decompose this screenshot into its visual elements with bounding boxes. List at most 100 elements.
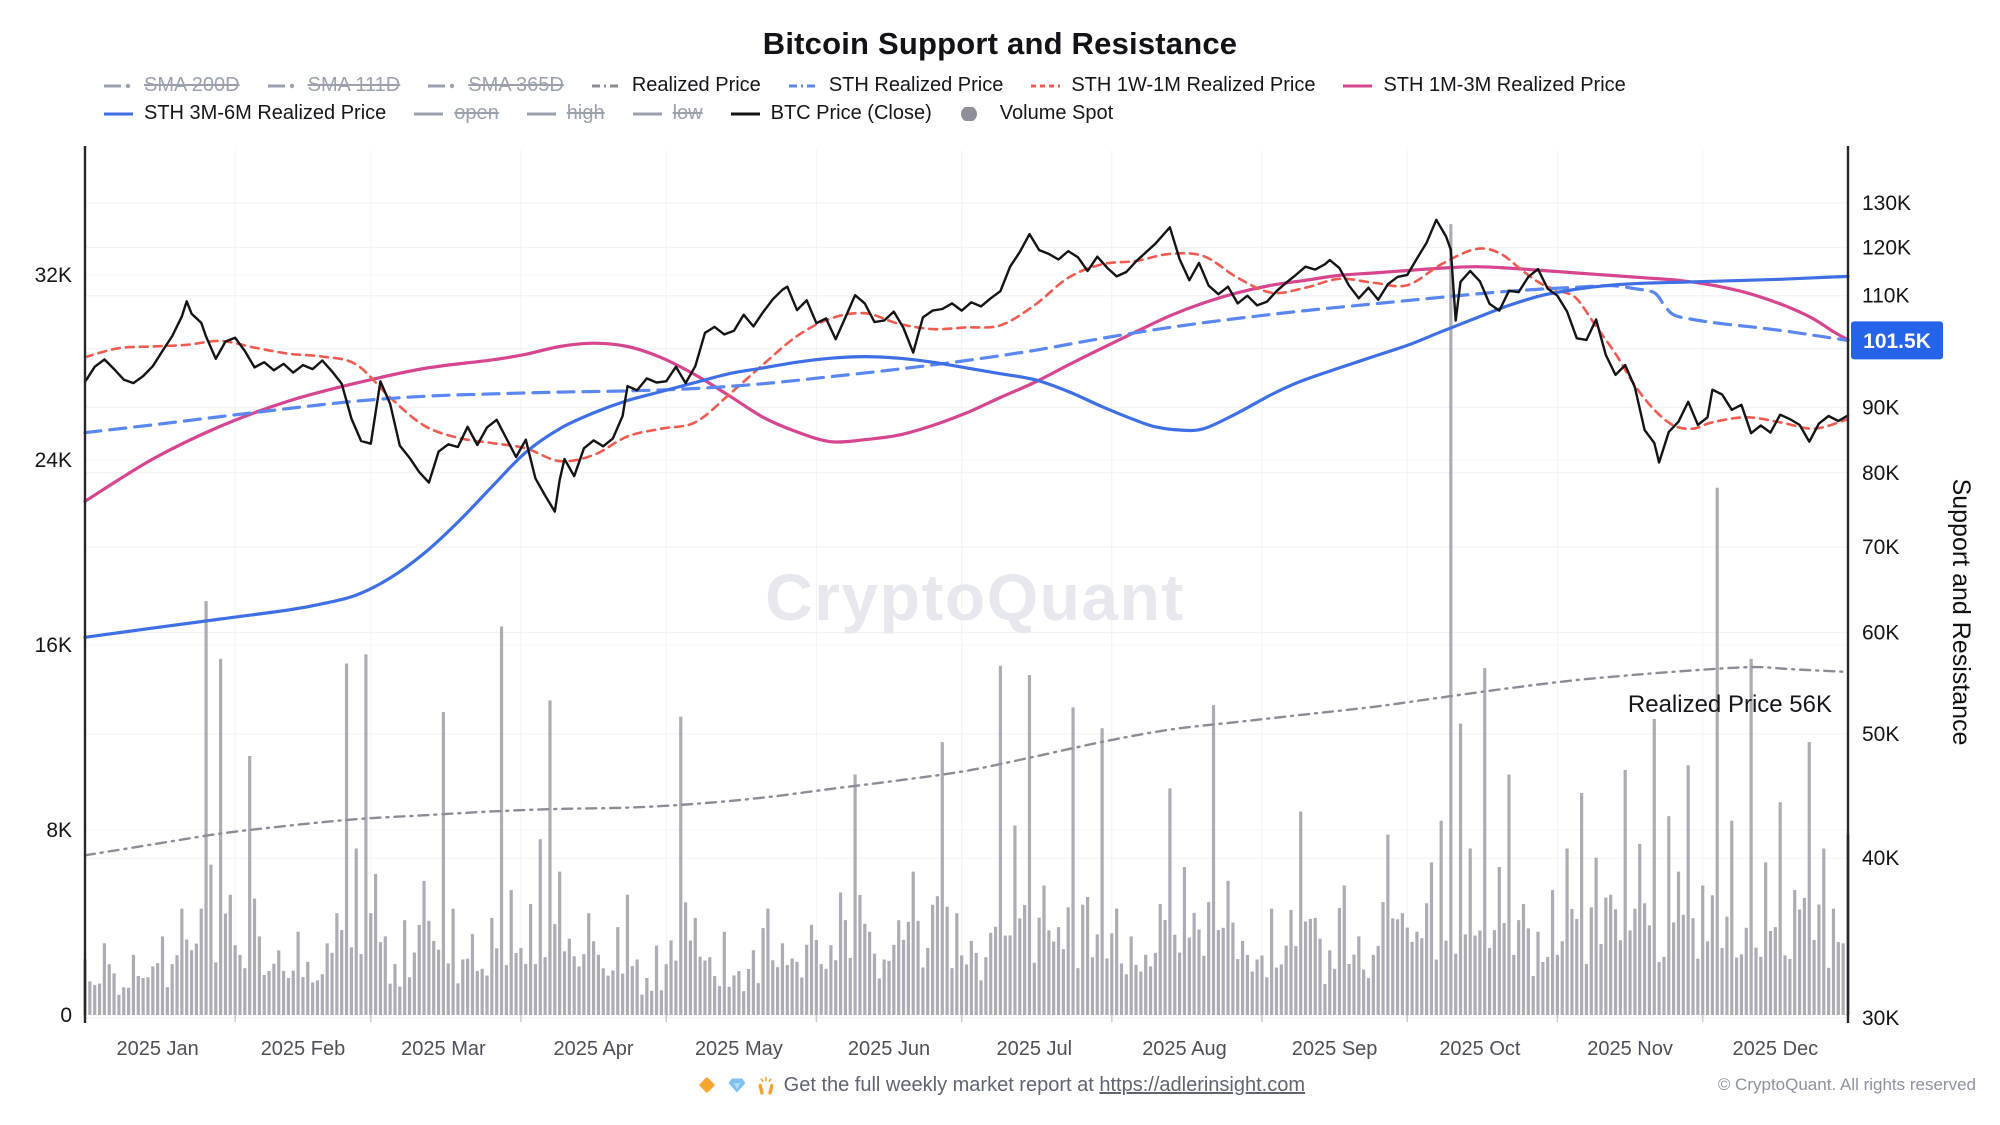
legend-item[interactable]: BTC Price (Close) [730,102,932,125]
volume-bar [1425,903,1429,1015]
chart-title: Bitcoin Support and Resistance [762,26,1238,61]
volume-bar [621,973,625,1015]
legend-item[interactable]: Realized Price [591,74,761,97]
x-axis-tick-label: 2025 Aug [1142,1038,1227,1060]
volume-bar [466,958,470,1015]
legend-item[interactable]: SMA 200D [103,74,240,97]
volume-bar [1410,941,1414,1015]
volume-bar [945,906,949,1015]
volume-bar [708,957,712,1015]
volume-bar [654,945,659,1015]
volume-bar [548,700,552,1015]
volume-bar [1754,947,1758,1015]
y-right-axis-title: Support and Resistance [1947,479,1975,746]
legend-item[interactable]: SMA 111D [267,74,400,97]
volume-bar [1216,930,1220,1015]
volume-bar [863,923,867,1015]
volume-bar [1531,975,1535,1015]
volume-bar [892,944,896,1015]
footer-report-link[interactable]: https://adlerinsight.com [1099,1074,1306,1096]
volume-bar [1148,966,1153,1015]
volume-bar [1052,941,1056,1015]
volume-bar [727,986,731,1015]
volume-bar [868,931,872,1015]
volume-bar [1260,955,1264,1015]
volume-bar [1008,935,1012,1015]
volume-bar [1265,977,1269,1015]
volume-bar [1449,224,1453,1015]
volume-bar [558,871,562,1015]
volume-bar [906,921,910,1015]
volume-bar [1178,952,1182,1015]
volume-bar [315,980,320,1015]
volume-bar [1512,954,1516,1015]
legend-item[interactable]: STH 1M-3M Realized Price [1342,74,1626,97]
volume-bar [1240,941,1245,1015]
volume-bar [935,896,940,1015]
legend-item[interactable]: open [413,102,499,125]
volume-bar [751,950,755,1015]
volume-bar [882,959,886,1015]
volume-bar [746,969,751,1015]
legend-item[interactable]: high [526,102,605,125]
x-axis-tick-label: 2025 Jan [117,1038,199,1060]
volume-bar [1633,908,1637,1015]
volume-bar [349,947,353,1015]
volume-bar [1744,927,1748,1015]
legend-item[interactable]: STH 3M-6M Realized Price [103,102,386,125]
legend-item[interactable]: SMA 365D [427,74,564,97]
volume-bar [248,756,252,1015]
x-axis-tick-label: 2025 Dec [1733,1038,1819,1060]
volume-bar [1807,742,1811,1015]
volume-bar [1686,765,1690,1015]
volume-bar [325,943,329,1015]
volume-bar [650,990,654,1015]
legend-item[interactable]: Volume Spot [959,102,1113,125]
volume-bar [1618,940,1622,1015]
volume-bar [311,982,315,1015]
volume-bar [1517,920,1521,1015]
volume-bar [141,978,145,1015]
volume-bar [1570,909,1574,1015]
volume-bar [252,898,257,1015]
volume-bar [1352,954,1356,1015]
x-axis-tick-label: 2025 Nov [1587,1038,1673,1060]
volume-bar [185,939,189,1015]
volume-bar [1715,487,1719,1015]
volume-bar [359,954,363,1015]
legend-item[interactable]: STH Realized Price [788,74,1004,97]
volume-bar [1270,908,1274,1015]
volume-bar [1328,950,1332,1015]
volume-bar [1788,959,1792,1015]
legend-marker-icon [730,112,760,115]
legend-item[interactable]: STH 1W-1M Realized Price [1030,74,1315,97]
legend-item-label: STH Realized Price [828,74,1004,96]
volume-bar [1759,956,1763,1015]
volume-bar [795,961,799,1015]
volume-bar [412,952,416,1015]
volume-bar [354,848,358,1015]
volume-bar [553,924,557,1015]
volume-bar [1056,927,1061,1015]
legend-item[interactable]: low [632,102,703,125]
volume-bar [771,960,775,1015]
volume-bar [1158,904,1162,1015]
volume-bar [1526,928,1530,1015]
volume-bar [693,917,697,1015]
volume-bar [93,984,97,1015]
volume-bar [1822,848,1826,1015]
volume-bar [131,954,136,1015]
volume-bar [281,970,286,1015]
volume-bar [160,936,165,1015]
volume-bar [1299,811,1303,1015]
volume-bar [1454,953,1458,1015]
volume-bar [422,880,426,1015]
volume-bar [1279,964,1283,1015]
volume-bar [1420,938,1424,1015]
y-right-tick-label: 130K [1862,192,1911,215]
volume-bar [456,983,460,1015]
volume-bar [989,932,993,1015]
volume-bar [1439,820,1443,1015]
volume-bar [1391,918,1395,1015]
volume-bar [848,957,852,1015]
